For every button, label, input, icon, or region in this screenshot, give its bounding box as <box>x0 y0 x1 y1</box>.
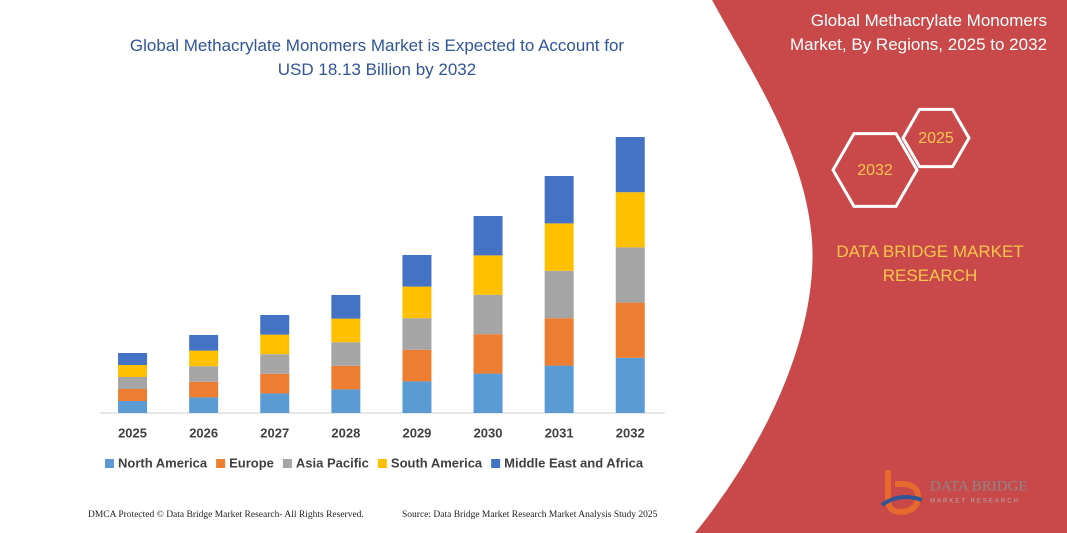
bar-segment <box>473 255 503 295</box>
bar-segment <box>189 397 219 413</box>
hexagon-label: 2025 <box>918 130 954 147</box>
bar-segment <box>260 334 290 355</box>
chart-title: Global Methacrylate Monomers Market is E… <box>129 36 625 79</box>
bar-segment <box>331 365 361 390</box>
footer-source: Source: Data Bridge Market Research Mark… <box>402 510 658 520</box>
x-tick-label: 2032 <box>616 425 645 440</box>
bar-segment <box>331 389 361 413</box>
hexagon <box>831 132 919 208</box>
bar-segment <box>544 270 574 319</box>
bar-segment <box>118 353 148 365</box>
bar-segment <box>189 366 219 382</box>
bar-segment <box>402 255 432 287</box>
bar-segment <box>118 365 148 377</box>
bar-segment <box>189 335 219 351</box>
legend-label: Asia Pacific <box>296 455 369 470</box>
bar-segment <box>118 389 148 401</box>
x-tick-label: 2027 <box>260 425 289 440</box>
bar-segment <box>615 137 645 193</box>
legend-swatch <box>216 459 226 468</box>
bar-segment <box>544 318 574 366</box>
bar-segment <box>402 381 432 413</box>
x-tick-label: 2031 <box>545 425 574 440</box>
bar-segment <box>544 176 574 224</box>
legend-label: South America <box>391 455 483 470</box>
bar-segment <box>615 247 645 303</box>
brand: DATA BRIDGE MARKET RESEARCH <box>836 242 1024 285</box>
bar-segment <box>473 334 503 374</box>
logo-icon <box>880 494 923 507</box>
legend-label: North America <box>118 455 208 470</box>
bar-segment <box>260 373 290 394</box>
logo: DATA BRIDGE MARKET RESEARCH <box>880 470 1028 516</box>
bar-segment <box>189 381 219 398</box>
bar-segment <box>331 342 361 366</box>
bar-segment <box>544 365 574 413</box>
hexagon-label: 2032 <box>857 162 893 179</box>
bar-segment <box>615 302 645 358</box>
x-tick-label: 2026 <box>189 425 218 440</box>
panel-title: Global Methacrylate Monomers Market, By … <box>789 11 1047 54</box>
bar-segment <box>260 354 290 374</box>
bar-segment <box>615 192 645 248</box>
hexagon <box>901 107 971 169</box>
footer-copyright: DMCA Protected © Data Bridge Market Rese… <box>88 509 364 520</box>
bar-segment <box>260 393 290 413</box>
logo-name: DATA BRIDGE <box>930 478 1028 494</box>
legend-label: Europe <box>229 455 274 470</box>
legend-swatch <box>491 459 501 468</box>
legend-swatch <box>377 459 387 468</box>
legend-swatch <box>105 459 114 468</box>
bar-segment <box>331 295 361 319</box>
bar-segment <box>118 377 148 389</box>
logo-icon <box>885 470 922 516</box>
side-panel <box>695 0 1067 533</box>
legend-label: Middle East and Africa <box>504 455 644 470</box>
bar-segment <box>331 318 361 343</box>
bar-segment <box>402 286 432 319</box>
legend-swatch <box>282 459 292 468</box>
bar-segment <box>260 315 290 335</box>
x-tick-label: 2028 <box>331 425 360 440</box>
x-tick-label: 2029 <box>402 425 431 440</box>
bar-segment <box>615 357 645 413</box>
logo-tagline: MARKET RESEARCH <box>930 499 1020 505</box>
x-tick-label: 2025 <box>118 425 147 440</box>
bar-segment <box>118 401 148 413</box>
bar-segment <box>402 318 432 350</box>
bar-segment <box>402 349 432 382</box>
bar-segment <box>473 373 503 413</box>
bar-segment <box>473 294 503 335</box>
x-tick-label: 2030 <box>474 425 503 440</box>
bar-segment <box>189 350 219 367</box>
bar-segment <box>473 216 503 256</box>
bar-segment <box>544 223 574 271</box>
